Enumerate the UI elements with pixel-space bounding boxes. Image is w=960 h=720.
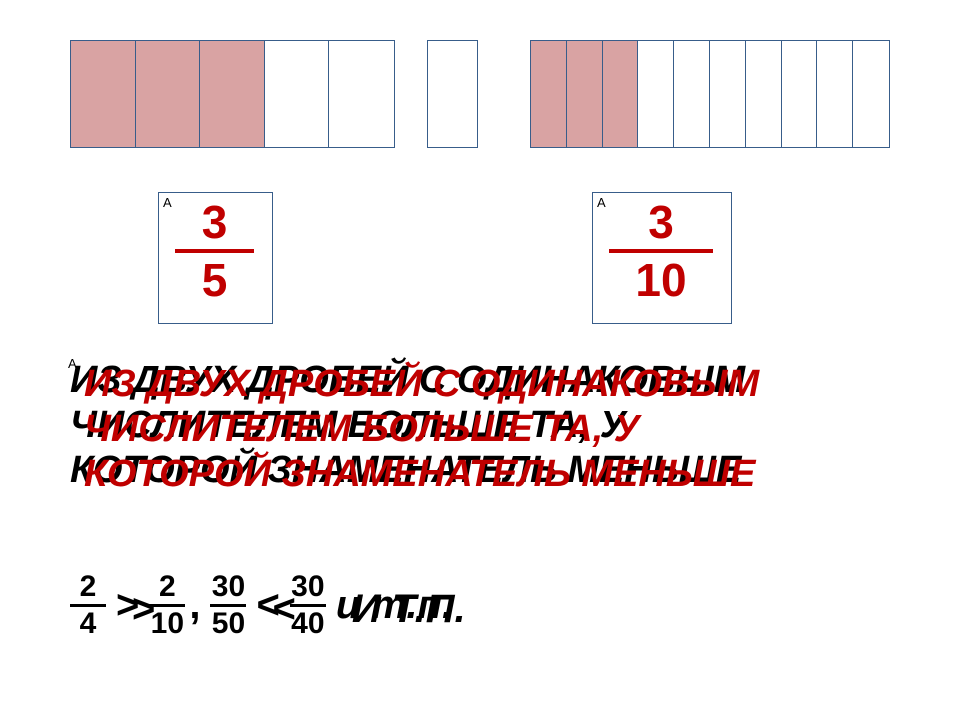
rule-text-red: ИЗ ДВУХ ДРОБЕЙ С ОДИНАКОВЫМ ЧИСЛИТЕЛЕМ Б… <box>84 362 890 496</box>
fraction-b-bar <box>609 249 713 253</box>
bar-cell <box>782 41 818 147</box>
fraction-bar-a <box>70 40 395 148</box>
cmp-sym-2-over: < <box>262 587 305 632</box>
bar-cell <box>853 41 889 147</box>
bar-cell <box>710 41 746 147</box>
bar-cell <box>603 41 639 147</box>
fraction-card-a: А 3 5 <box>158 192 273 324</box>
fraction-card-b: А 3 10 <box>592 192 732 324</box>
bar-cell <box>200 41 265 147</box>
bar-cell <box>71 41 136 147</box>
bar-cell <box>329 41 394 147</box>
bar-cell <box>674 41 710 147</box>
bar-cell <box>531 41 567 147</box>
fraction-a-denominator: 5 <box>167 257 262 303</box>
fraction-a-bar <box>175 249 254 253</box>
bar-cell <box>136 41 201 147</box>
cmp-tail-over: И Т.П. <box>342 587 466 632</box>
cmp-sym-1-over: > <box>122 587 165 632</box>
bar-cell <box>638 41 674 147</box>
fraction-bar-b <box>530 40 890 148</box>
bar-cell <box>567 41 603 147</box>
bar-row <box>70 40 890 148</box>
compare-block: 2 4 > 2 10 , 30 50 < 30 40 и т.п. <box>70 572 890 682</box>
fraction-a-numerator: 3 <box>167 199 262 245</box>
extra-cell <box>427 40 478 148</box>
bar-cell <box>746 41 782 147</box>
card-corner-label: А <box>597 195 606 210</box>
compare-line-overprint: 24 > 210 , 3050 < 3040 И Т.П. <box>86 576 466 643</box>
slide: А 3 5 А 3 10 А ИЗ ДВУХ ДРОБЕЙ С ОДИНАКОВ… <box>0 0 960 720</box>
bar-cell <box>265 41 330 147</box>
fraction-b-denominator: 10 <box>601 257 721 303</box>
fraction-a: 3 5 <box>167 199 262 303</box>
fraction-b: 3 10 <box>601 199 721 303</box>
card-corner-label: А <box>163 195 172 210</box>
bar-cell <box>817 41 853 147</box>
fraction-b-numerator: 3 <box>601 199 721 245</box>
